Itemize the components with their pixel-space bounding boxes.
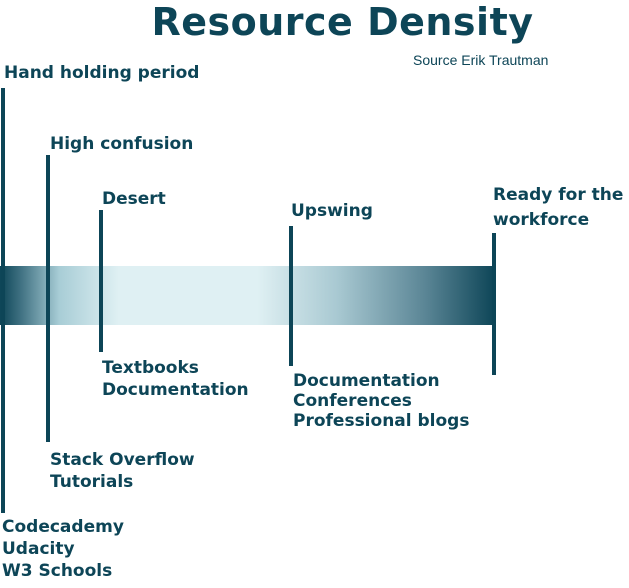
stage-label-line: Ready for the — [493, 185, 624, 205]
stage-label-line: Upswing — [291, 201, 373, 221]
stage-label-desert: Desert — [102, 188, 166, 210]
stage-marker-ready — [492, 233, 496, 375]
diagram-title: Resource Density — [151, 0, 534, 44]
resource-item: W3 Schools — [2, 561, 113, 581]
resource-item: Udacity — [2, 539, 75, 559]
stage-label-hand-holding: Hand holding period — [4, 62, 199, 84]
stage-label-line: Hand holding period — [4, 63, 200, 83]
density-band — [0, 266, 495, 325]
resource-item: Documentation — [293, 371, 440, 391]
resources-hand-holding: Codecademy Udacity W3 Schools — [2, 516, 124, 582]
stage-label-line: Desert — [102, 189, 166, 209]
resource-item: Codecademy — [2, 517, 124, 537]
resource-item: Textbooks — [102, 358, 199, 378]
stage-label-upswing: Upswing — [291, 200, 373, 222]
stage-label-ready: Ready for the workforce — [493, 183, 623, 233]
source-credit: Source Erik Trautman — [413, 52, 549, 68]
resources-high-confusion: Stack Overflow Tutorials — [50, 449, 195, 493]
stage-marker-desert — [99, 210, 103, 352]
stage-label-line: workforce — [493, 210, 590, 230]
stage-label-high-confusion: High confusion — [50, 133, 193, 155]
resources-upswing: Documentation Conferences Professional b… — [293, 371, 469, 431]
resource-item: Tutorials — [50, 472, 134, 492]
stage-marker-high-confusion — [46, 155, 50, 442]
resource-item: Professional blogs — [293, 411, 470, 431]
resource-item: Stack Overflow — [50, 450, 195, 470]
resource-item: Conferences — [293, 391, 412, 411]
stage-marker-hand-holding — [1, 88, 5, 513]
resource-item: Documentation — [102, 380, 249, 400]
resources-desert: Textbooks Documentation — [102, 357, 249, 401]
stage-label-line: High confusion — [50, 134, 194, 154]
stage-marker-upswing — [289, 226, 293, 366]
